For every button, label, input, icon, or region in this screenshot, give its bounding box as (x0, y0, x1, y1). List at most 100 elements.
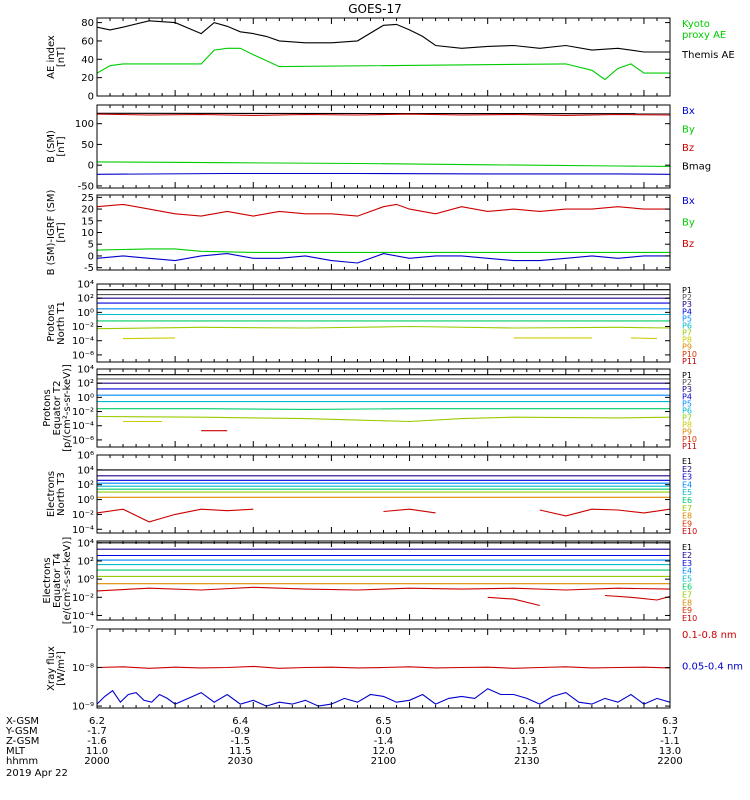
legend-label: Bx (682, 106, 695, 117)
x-axis-cell: 2100 (371, 756, 396, 767)
legend-label: E2 (682, 465, 692, 474)
legend-label-line: By (682, 217, 695, 228)
legend-label: E2 (682, 551, 692, 560)
panel-1: 0 20 40 60 80 AE index[nT] Kyoto proxy AE Themis… (46, 17, 735, 103)
legend-label-line: E7 (682, 590, 692, 599)
y-axis-label-line: [p/(cm²-s-sr-keV)] (62, 364, 73, 452)
y-axis-label: AE index[nT] (46, 35, 67, 79)
legend-label: P9 (682, 428, 692, 437)
y-tick-label: 5 (88, 240, 94, 251)
y-axis-label-line: Electrons (42, 557, 53, 603)
legend-label-line: P5 (682, 314, 692, 323)
y-axis-label-line: Equator T2 (52, 381, 63, 436)
legend-label: Kyoto proxy AE (682, 19, 726, 41)
y-tick-label: 10⁰ (77, 308, 94, 319)
y-axis-label-line: North T1 (56, 301, 67, 345)
y-axis-label: Xray flux[W/m²] (46, 646, 67, 691)
x-axis-row-label: Z-GSM (6, 736, 39, 747)
series-line-bx (97, 253, 670, 264)
series-line-by (97, 161, 670, 167)
y-axis-label-line: Electrons (46, 471, 57, 517)
legend-label-line: E4 (682, 567, 692, 576)
legend-label: E9 (682, 519, 692, 528)
y-tick-label: 0 (88, 251, 94, 262)
legend-label-line: P11 (682, 357, 697, 366)
panel-frame (96, 17, 671, 97)
series-line-e10b (539, 508, 670, 517)
y-tick-label: 10⁴ (77, 280, 94, 291)
x-axis-cell: 6.4 (232, 716, 248, 727)
legend-label: Bx (682, 196, 695, 207)
y-tick-label: 80 (81, 18, 94, 29)
x-axis-cell: 13.0 (659, 746, 681, 757)
y-tick-label: 10⁴ (77, 465, 94, 476)
figure-title: GOES-17 (348, 2, 402, 16)
legend-label: E3 (682, 473, 692, 482)
legend-label: P4 (682, 307, 692, 316)
series-line-kyoto-proxy-ae (97, 47, 670, 81)
y-axis-label-line: Xray flux (46, 646, 57, 691)
legend-label-line: E9 (682, 606, 692, 615)
series-line-themis-ae (97, 20, 670, 53)
legend-label-line: E1 (682, 457, 692, 466)
legend-label: P3 (682, 385, 692, 394)
series-line-bz (97, 113, 670, 116)
y-tick-label: 50 (81, 140, 94, 151)
legend-label: E8 (682, 598, 692, 607)
legend-label-line: P8 (682, 336, 692, 345)
legend-label: E10 (682, 527, 697, 536)
y-tick-label: 10⁴ (77, 538, 94, 549)
legend-label: E9 (682, 606, 692, 615)
legend-label-line: P2 (682, 378, 692, 387)
legend-label-line: P3 (682, 385, 692, 394)
legend-label-line: E2 (682, 551, 692, 560)
y-tick-label: 10⁻⁴ (72, 336, 94, 347)
x-axis-cell: -1.4 (374, 736, 394, 747)
legend-label: By (682, 124, 695, 135)
legend-label-line: P7 (682, 329, 692, 338)
legend-label-line: E5 (682, 575, 692, 584)
legend-label: E8 (682, 512, 692, 521)
x-axis-row-label: X-GSM (6, 716, 39, 727)
legend-label-line: P1 (682, 371, 692, 380)
legend-label: P6 (682, 321, 692, 330)
y-tick-label: 10⁻⁴ (72, 421, 94, 432)
legend-label-line: E1 (682, 543, 692, 552)
legend-label-line: Bx (682, 196, 695, 207)
legend-label: E1 (682, 543, 692, 552)
legend-label: E4 (682, 567, 692, 576)
y-tick-label: 10⁻² (72, 407, 94, 418)
legend-label-line: 0.05-0.4 nm (682, 662, 743, 673)
y-tick-label: 10⁰ (77, 575, 94, 586)
legend-label-line: P6 (682, 321, 692, 330)
x-axis-cell: 6.4 (519, 716, 535, 727)
legend-label-line: E10 (682, 527, 697, 536)
legend-label-line: Bmag (682, 161, 711, 172)
panel-frame (96, 283, 671, 363)
legend-label: P1 (682, 371, 692, 380)
y-tick-label: 10² (77, 294, 94, 305)
legend-label: Bz (682, 143, 694, 154)
series-line-0-1-0-8-nm (97, 665, 670, 669)
legend-label: P2 (682, 293, 692, 302)
x-axis-cell: 12.5 (516, 746, 538, 757)
legend-label-line: P10 (682, 350, 697, 359)
x-axis-cell: 1.7 (662, 726, 678, 737)
y-tick-label: 20 (81, 73, 94, 84)
panel-frame (96, 540, 671, 621)
legend-label-line: P8 (682, 421, 692, 430)
legend-label: P11 (682, 442, 697, 451)
panel-5: 10⁻⁶ 10⁻⁴ 10⁻² 10⁰ 10² 10⁴ ProtonsEquator T2[p… (42, 364, 697, 452)
legend-label-line: P4 (682, 392, 692, 401)
y-tick-label: 10⁻² (72, 593, 94, 604)
x-axis-cell: 6.2 (89, 716, 105, 727)
x-axis-cell: 2000 (84, 756, 109, 767)
legend-label-line: P9 (682, 343, 692, 352)
x-axis-cell: 11.0 (86, 746, 108, 757)
legend-label: P7 (682, 414, 692, 423)
legend-label: P1 (682, 286, 692, 295)
legend-label-line: E7 (682, 504, 692, 513)
legend-label-line: P7 (682, 414, 692, 423)
legend-label-line: P4 (682, 307, 692, 316)
series-line-bx (97, 172, 670, 175)
